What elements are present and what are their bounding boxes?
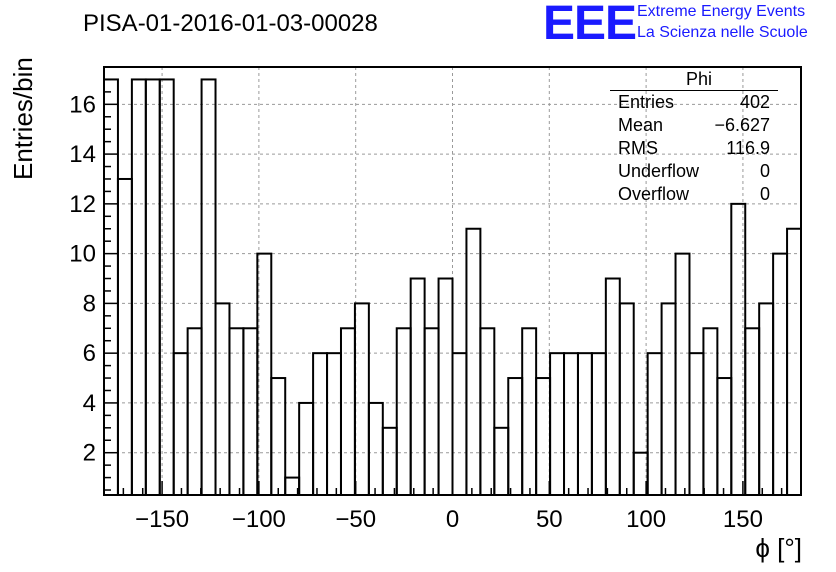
x-tick-label: 50 bbox=[536, 506, 563, 533]
logo-caption-line1: Extreme Energy Events bbox=[637, 3, 806, 20]
histogram-bin bbox=[758, 302, 775, 496]
histogram-bin bbox=[688, 352, 705, 496]
y-tick-label: 8 bbox=[83, 290, 96, 317]
stats-value: 402 bbox=[739, 92, 770, 112]
histogram-bin bbox=[674, 252, 691, 496]
x-tick-label: 100 bbox=[626, 506, 666, 533]
x-tick-label: 150 bbox=[723, 506, 763, 533]
stats-box: Phi Entries 402 Mean −6.627 RMS 116.9 Un… bbox=[610, 68, 778, 206]
stats-value: 0 bbox=[759, 184, 770, 204]
histogram-bin bbox=[326, 352, 342, 496]
histogram-bin bbox=[535, 377, 552, 496]
histogram-bin bbox=[549, 352, 566, 496]
logo-caption-line2: La Scienza nelle Scuole bbox=[637, 24, 808, 41]
x-tick-label: −50 bbox=[335, 506, 376, 533]
histogram-bin bbox=[312, 352, 329, 496]
histogram-bin bbox=[130, 78, 147, 496]
stats-label: Underflow bbox=[618, 161, 700, 181]
histogram-bin bbox=[590, 352, 607, 496]
eee-logo: EEE bbox=[543, 0, 637, 50]
stats-row-entries: Entries 402 bbox=[610, 91, 778, 114]
stats-label: Overflow bbox=[618, 184, 690, 204]
stats-value: 116.9 bbox=[726, 138, 770, 158]
stats-value: 0 bbox=[759, 161, 770, 181]
x-tick-label: 0 bbox=[446, 506, 459, 533]
histogram-bin bbox=[660, 302, 677, 496]
y-tick-label: 6 bbox=[83, 340, 96, 367]
histogram-bin bbox=[298, 401, 315, 497]
histogram-bin bbox=[604, 277, 621, 496]
histogram-bin bbox=[507, 377, 524, 496]
histogram-bin bbox=[716, 377, 733, 496]
stats-label: Entries bbox=[618, 92, 675, 112]
stats-row-mean: Mean −6.627 bbox=[610, 114, 778, 137]
x-axis-label: ϕ [°] bbox=[755, 533, 802, 563]
stats-row-rms: RMS 116.9 bbox=[610, 137, 778, 160]
stats-histogram-name: Phi bbox=[610, 68, 778, 91]
histogram-bin bbox=[563, 352, 579, 496]
y-tick-label: 14 bbox=[69, 141, 96, 168]
histogram-bin bbox=[116, 177, 133, 496]
histogram-title: PISA-01-2016-01-03-00028 bbox=[83, 10, 378, 37]
stats-label: Mean bbox=[618, 115, 664, 135]
y-tick-label: 16 bbox=[69, 91, 96, 118]
stats-value: −6.627 bbox=[714, 115, 770, 135]
x-tick-label: −100 bbox=[232, 506, 286, 533]
histogram-bin bbox=[214, 302, 231, 496]
histogram-bin bbox=[493, 426, 510, 497]
stats-label: RMS bbox=[618, 138, 658, 158]
histogram-bin bbox=[353, 302, 370, 496]
histogram-bin bbox=[256, 252, 273, 496]
y-tick-label: 4 bbox=[83, 390, 96, 417]
y-axis-label: Entries/bin bbox=[8, 57, 38, 180]
histogram-bin bbox=[270, 377, 287, 496]
histogram-bin bbox=[618, 302, 635, 496]
histogram-bin bbox=[381, 426, 398, 497]
histogram-bin bbox=[786, 227, 802, 497]
stats-row-underflow: Underflow 0 bbox=[610, 160, 778, 183]
y-tick-label: 2 bbox=[83, 440, 96, 467]
histogram-bin bbox=[409, 277, 426, 496]
histogram-bin bbox=[367, 401, 384, 497]
histogram-bin bbox=[465, 227, 482, 497]
x-tick-label: −150 bbox=[135, 506, 189, 533]
histogram-bin bbox=[576, 352, 593, 496]
histogram-bin bbox=[451, 352, 468, 496]
y-tick-label: 10 bbox=[69, 241, 96, 268]
histogram-bin bbox=[200, 78, 217, 496]
y-tick-label: 12 bbox=[69, 191, 96, 218]
histogram-bin bbox=[437, 277, 454, 496]
stats-row-overflow: Overflow 0 bbox=[610, 183, 778, 206]
histogram-bin bbox=[144, 78, 161, 496]
histogram-bin bbox=[772, 252, 789, 496]
histogram-bin bbox=[646, 352, 663, 496]
histogram-bin bbox=[172, 352, 189, 496]
